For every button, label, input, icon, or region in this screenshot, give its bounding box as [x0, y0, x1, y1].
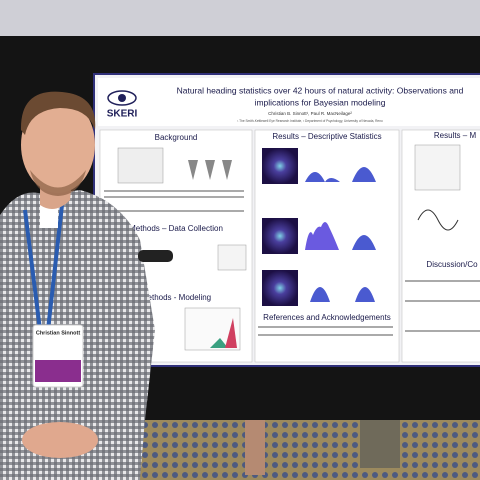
- text-line: [258, 326, 393, 328]
- figure: [117, 147, 164, 184]
- logo-text: SKERI: [107, 109, 138, 120]
- distribution: [310, 287, 330, 302]
- text-line: [405, 280, 480, 282]
- distribution: [305, 222, 339, 250]
- distribution: [352, 235, 376, 250]
- poster-title: Natural heading statistics over 42 hours…: [177, 85, 464, 95]
- leg: [245, 420, 265, 475]
- face: [21, 97, 95, 193]
- figure: [210, 338, 228, 348]
- poster-header: [98, 78, 480, 126]
- hair: [20, 91, 96, 135]
- poster-affiliations: ¹ The Smith-Kettlewell Eye Research Inst…: [237, 119, 383, 123]
- section-heading: Background: [155, 133, 198, 142]
- text-line: [104, 210, 244, 212]
- person: Christian Sinnott: [0, 91, 155, 480]
- section-heading: Methods – Data Collection: [129, 224, 223, 233]
- logo-pupil: [118, 94, 126, 102]
- pointer: [138, 250, 173, 262]
- badge-ribbon: [35, 360, 81, 382]
- text-line: [405, 330, 480, 332]
- text-line: [104, 190, 244, 192]
- pants: [360, 420, 400, 468]
- figure: [217, 244, 247, 271]
- badge-name: Christian Sinnott: [36, 330, 80, 336]
- figure: [417, 209, 459, 231]
- figure: [188, 160, 232, 180]
- distribution: [352, 167, 376, 182]
- heatmap: [262, 148, 298, 184]
- section-heading: Discussion/Co: [426, 260, 478, 269]
- distribution: [355, 287, 375, 302]
- poster-authors: Christian B. Sinnott¹, Paul R. MacNeilag…: [268, 111, 352, 116]
- section-heading: Results – M: [434, 131, 477, 140]
- heatmap: [262, 270, 298, 306]
- distribution: [305, 172, 340, 182]
- section-heading: Methods - Modeling: [141, 293, 211, 302]
- text-line: [405, 300, 480, 302]
- heatmap: [262, 218, 298, 254]
- figure: [414, 144, 461, 191]
- section-heading: References and Acknowledgements: [263, 313, 391, 322]
- hands: [22, 422, 98, 458]
- beard: [30, 170, 86, 196]
- text-line: [104, 196, 244, 198]
- text-line: [258, 334, 393, 336]
- poster-title: implications for Bayesian modeling: [255, 97, 386, 107]
- figure: [225, 318, 237, 348]
- section-heading: Results – Descriptive Statistics: [272, 132, 381, 141]
